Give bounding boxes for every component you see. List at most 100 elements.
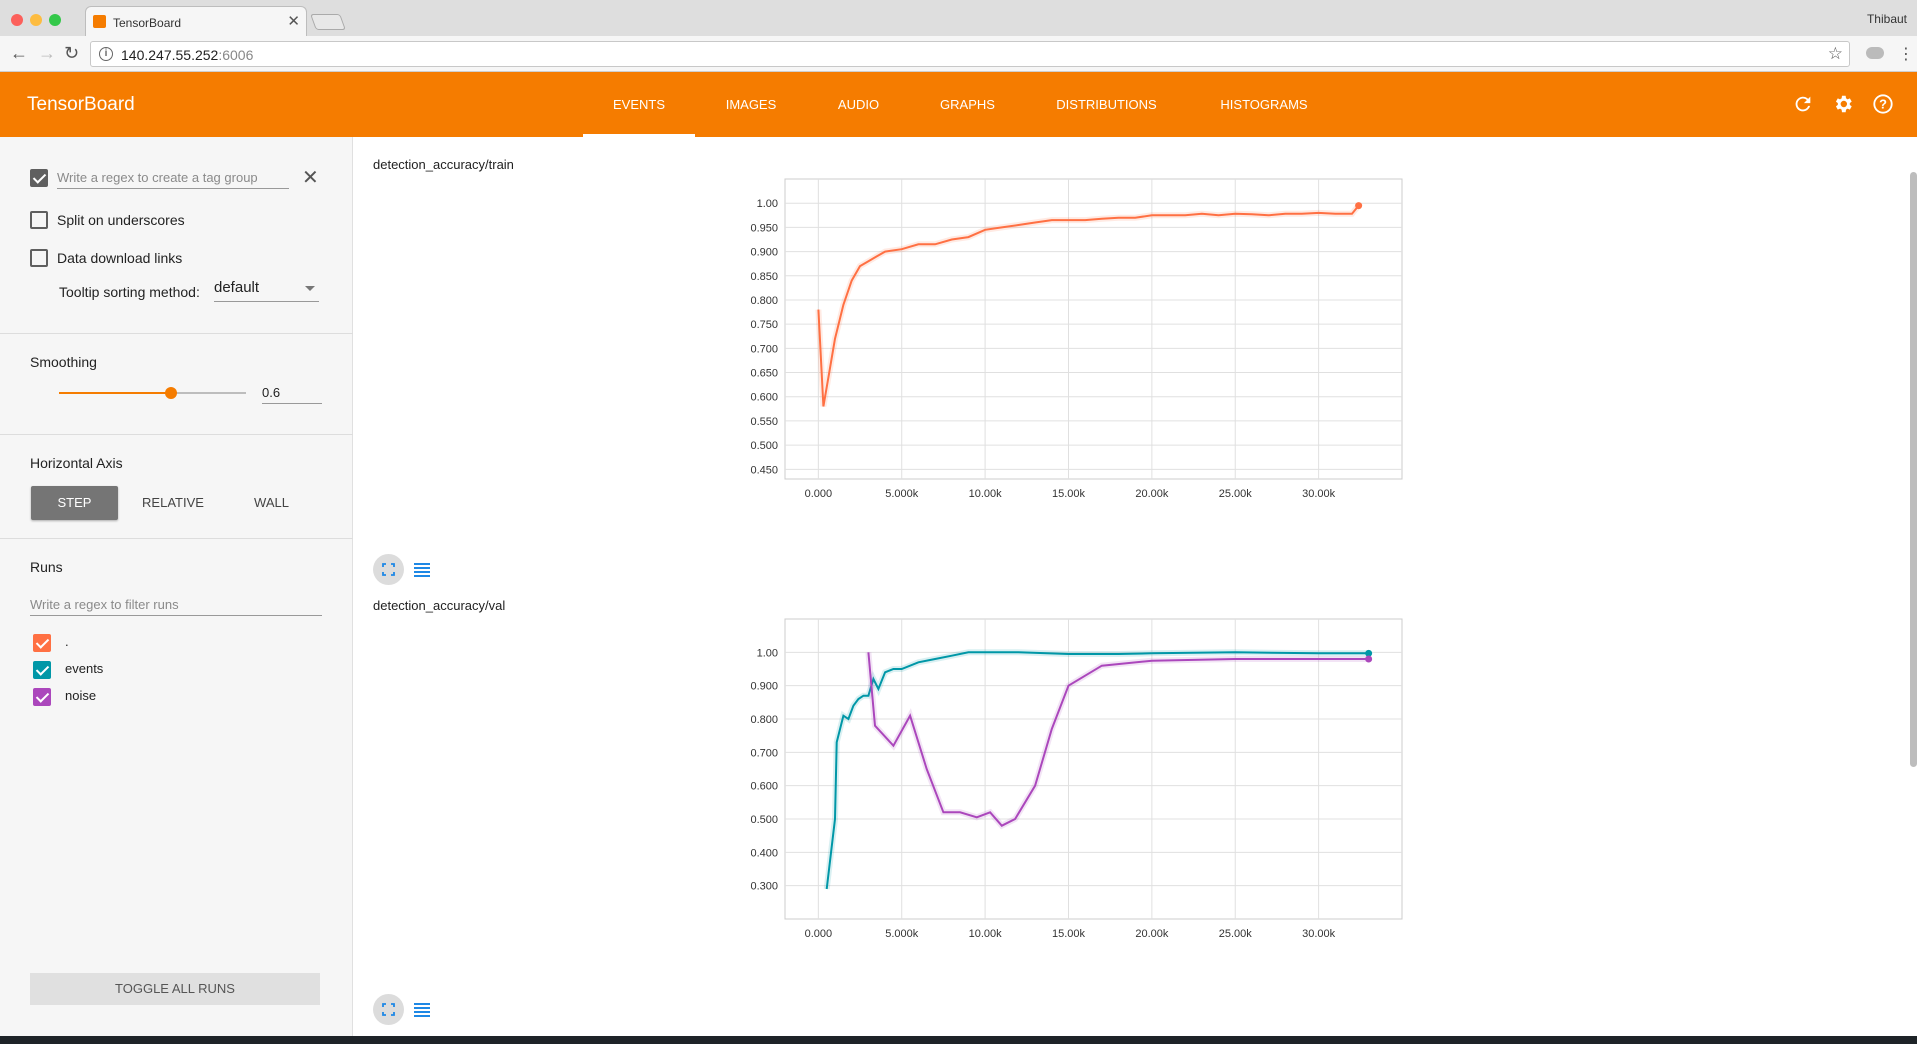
y-tick-label: 0.400 [750,847,778,859]
tooltip-sorting-label: Tooltip sorting method: [59,284,200,300]
bookmark-star-icon[interactable]: ☆ [1827,44,1843,63]
series-end-point [1365,655,1373,663]
tab-distributions[interactable]: DISTRIBUTIONS [1056,97,1157,112]
toggle-all-runs-button[interactable]: TOGGLE ALL RUNS [30,973,320,1005]
smoothing-label: Smoothing [30,354,97,370]
y-tick-label: 0.550 [750,416,778,428]
x-tick-label: 5.000k [885,488,919,500]
y-tick-label: 0.600 [750,392,778,404]
run-checkbox-events[interactable] [33,661,51,679]
x-tick-label: 10.00k [969,488,1003,500]
x-tick-label: 5.000k [885,928,919,940]
series-end-point [1355,202,1363,210]
list-lines-icon [414,563,430,577]
axis-step-button[interactable]: STEP [31,486,118,520]
svg-text:?: ? [1879,97,1887,112]
fullscreen-icon [382,563,395,576]
y-tick-label: 0.950 [750,222,778,234]
divider [0,434,353,435]
browser-toolbar: ← → ↻ i 140.247.55.252:6006 ☆ ⋮ [0,36,1917,72]
x-tick-label: 25.00k [1219,488,1253,500]
y-tick-label: 0.850 [750,271,778,283]
divider [0,333,353,334]
help-icon[interactable]: ? [1872,93,1894,115]
series-line [817,204,1360,407]
tag-regex-input[interactable] [57,167,289,189]
y-tick-label: 0.800 [750,714,778,726]
data-download-checkbox[interactable] [30,249,48,267]
y-tick-label: 0.900 [750,247,778,259]
tab-events[interactable]: EVENTS [583,72,695,137]
x-tick-label: 25.00k [1219,928,1253,940]
new-tab-button[interactable] [310,14,346,30]
tab-histograms[interactable]: HISTOGRAMS [1220,97,1308,112]
y-tick-label: 0.800 [750,295,778,307]
x-tick-label: 20.00k [1135,488,1169,500]
browser-tab[interactable]: TensorBoard ✕ [85,6,307,36]
tab-graphs[interactable]: GRAPHS [940,97,995,112]
reload-icon[interactable]: ↻ [64,43,80,63]
y-tick-label: 0.450 [750,464,778,476]
x-tick-label: 30.00k [1302,928,1336,940]
y-tick-label: 0.650 [750,368,778,380]
settings-icon[interactable] [1832,93,1854,115]
runs-label: Runs [30,559,63,575]
tag-group-checkbox[interactable] [30,169,48,187]
chart-train[interactable]: 0.450 0.500 0.550 0.600 0.650 0.700 0.750 0.800… [690,175,1410,515]
axis-relative-button[interactable]: RELATIVE [142,495,204,510]
refresh-icon[interactable] [1792,93,1814,115]
page-scrollbar[interactable] [1910,172,1917,767]
axis-wall-button[interactable]: WALL [254,495,289,510]
smoothing-value: 0.6 [262,385,281,400]
smoothing-slider[interactable] [59,387,246,399]
browser-menu-icon[interactable]: ⋮ [1898,46,1914,63]
y-tick-label: 0.300 [750,881,778,893]
tab-audio[interactable]: AUDIO [837,97,880,112]
run-label-events: events [65,661,104,676]
run-checkbox-noise[interactable] [33,688,51,706]
y-tick-label: 0.600 [750,781,778,793]
tooltip-sorting-dropdown[interactable]: default [214,278,319,302]
address-bar[interactable]: i 140.247.55.252:6006 ☆ [90,41,1850,67]
y-tick-label: 1.00 [757,647,778,659]
expand-chart-button[interactable] [373,994,404,1025]
chart-val[interactable]: 0.300 0.400 0.500 0.600 0.700 0.800 0.900 1.00 0… [690,615,1410,955]
tab-close-icon[interactable]: ✕ [287,13,300,30]
smoothing-value-field[interactable]: 0.6 [262,381,322,404]
extension-cloud-icon[interactable] [1866,47,1884,59]
toggle-log-scale-button[interactable] [406,994,437,1025]
site-info-icon[interactable]: i [99,47,113,61]
smoothing-slider-knob[interactable] [165,387,178,399]
series-line [867,652,1369,827]
split-underscores-checkbox[interactable] [30,211,48,229]
minimize-window-button[interactable] [30,14,42,26]
smoothing-slider-fill [59,392,172,394]
y-tick-label: 0.500 [750,440,778,452]
list-lines-icon [414,1003,430,1017]
clear-tag-regex-icon[interactable]: ✕ [302,167,319,189]
expand-chart-button[interactable] [373,554,404,585]
y-tick-label: 0.900 [750,681,778,693]
forward-arrow-icon[interactable]: → [38,43,56,63]
y-tick-label: 0.700 [750,747,778,759]
maximize-window-button[interactable] [49,14,61,26]
close-window-button[interactable] [11,14,23,26]
divider [0,538,353,539]
profile-name[interactable]: Thibaut [1866,12,1907,26]
series-line [825,651,1369,890]
back-arrow-icon[interactable]: ← [10,43,28,63]
url-text: 140.247.55.252:6006 [121,47,254,63]
x-tick-label: 15.00k [1052,928,1086,940]
runs-filter-input[interactable] [30,594,322,616]
tab-title: TensorBoard [113,16,182,30]
main-panel: detection_accuracy/train 0.450 0.500 0.550… [354,137,1917,1036]
series-end-point [1365,649,1373,657]
sidebar: ✕ Split on underscores Data download lin… [0,137,353,1036]
tab-images[interactable]: IMAGES [725,97,777,112]
toggle-log-scale-button[interactable] [406,554,437,585]
run-checkbox-dot[interactable] [33,634,51,652]
desktop-background [0,1036,1917,1044]
split-underscores-label: Split on underscores [57,212,185,228]
y-tick-label: 0.700 [750,343,778,355]
